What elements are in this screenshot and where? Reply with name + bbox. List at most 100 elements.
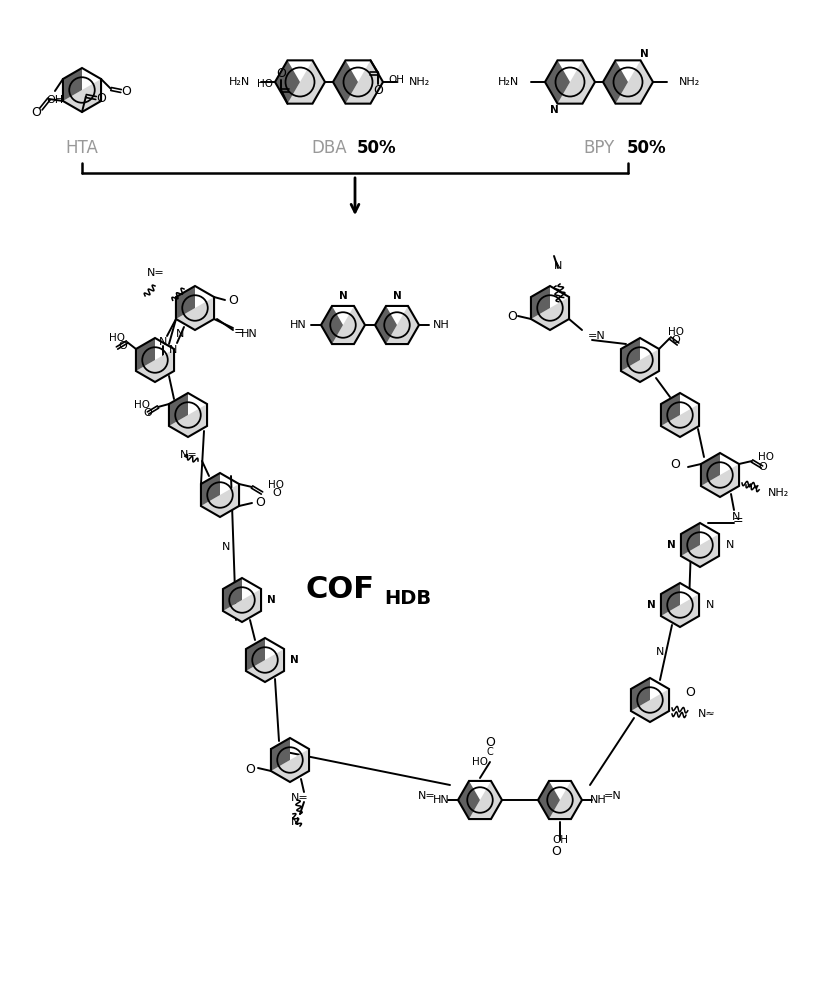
- Text: N=: N=: [180, 450, 198, 460]
- Text: NH₂: NH₂: [767, 488, 788, 498]
- Text: O: O: [96, 92, 106, 105]
- Text: O: O: [669, 458, 679, 472]
- Text: O: O: [31, 106, 41, 119]
- Text: O: O: [757, 462, 766, 472]
- Polygon shape: [169, 393, 188, 426]
- Text: DBA: DBA: [310, 139, 346, 157]
- Text: =: =: [732, 514, 743, 528]
- Polygon shape: [660, 404, 698, 437]
- Polygon shape: [660, 393, 679, 426]
- Polygon shape: [320, 306, 343, 344]
- Polygon shape: [630, 678, 649, 711]
- Polygon shape: [530, 297, 568, 330]
- Text: O: O: [484, 736, 494, 748]
- Text: N: N: [639, 49, 647, 59]
- Polygon shape: [287, 60, 325, 104]
- Polygon shape: [544, 60, 570, 104]
- Text: O: O: [121, 85, 131, 98]
- Text: H₂N: H₂N: [229, 77, 250, 87]
- Text: =: =: [233, 326, 244, 338]
- Text: OH: OH: [551, 835, 567, 845]
- Polygon shape: [602, 60, 628, 104]
- Polygon shape: [680, 523, 699, 556]
- Text: HO: HO: [108, 333, 125, 343]
- Text: HN: HN: [433, 795, 450, 805]
- Text: HN: HN: [290, 320, 306, 330]
- Polygon shape: [331, 306, 364, 344]
- Text: N: N: [731, 512, 739, 522]
- Text: 50%: 50%: [357, 139, 397, 157]
- Polygon shape: [469, 781, 502, 819]
- Polygon shape: [386, 306, 418, 344]
- Polygon shape: [136, 349, 174, 382]
- Polygon shape: [556, 60, 595, 104]
- Text: N=: N=: [291, 793, 309, 803]
- Polygon shape: [63, 68, 82, 101]
- Text: NH: NH: [590, 795, 606, 805]
- Text: N: N: [291, 817, 299, 827]
- Text: HO: HO: [757, 452, 773, 462]
- Text: O: O: [551, 845, 561, 858]
- Text: N≈: N≈: [697, 709, 715, 719]
- Text: O: O: [245, 763, 255, 776]
- Text: NH₂: NH₂: [408, 77, 430, 87]
- Text: HO: HO: [258, 79, 273, 89]
- Text: N: N: [289, 655, 298, 665]
- Polygon shape: [680, 534, 718, 567]
- Text: O: O: [684, 686, 694, 698]
- Text: N: N: [549, 105, 558, 115]
- Polygon shape: [271, 738, 290, 771]
- Text: O: O: [143, 408, 152, 418]
- Polygon shape: [223, 578, 242, 611]
- Text: N: N: [267, 595, 275, 605]
- Polygon shape: [700, 464, 738, 497]
- Polygon shape: [63, 79, 101, 112]
- Text: NH₂: NH₂: [678, 77, 700, 87]
- Polygon shape: [457, 781, 479, 819]
- Text: O: O: [255, 496, 265, 510]
- Text: N: N: [666, 540, 675, 550]
- Polygon shape: [537, 781, 560, 819]
- Polygon shape: [660, 594, 698, 627]
- Text: HO: HO: [134, 400, 150, 410]
- Polygon shape: [345, 60, 383, 104]
- Polygon shape: [223, 589, 261, 622]
- Text: HO: HO: [471, 757, 488, 767]
- Polygon shape: [200, 484, 238, 517]
- Polygon shape: [614, 60, 652, 104]
- Text: =N: =N: [604, 791, 621, 801]
- Polygon shape: [275, 60, 300, 104]
- Polygon shape: [620, 349, 658, 382]
- Text: N=: N=: [418, 791, 436, 801]
- Polygon shape: [200, 473, 219, 506]
- Polygon shape: [700, 453, 720, 486]
- Text: N: N: [392, 291, 401, 301]
- Text: N: N: [646, 600, 655, 610]
- Polygon shape: [333, 60, 358, 104]
- Polygon shape: [136, 338, 155, 371]
- Text: N: N: [338, 291, 347, 301]
- Polygon shape: [620, 338, 639, 371]
- Text: O: O: [671, 335, 680, 345]
- Text: O: O: [277, 67, 286, 80]
- Text: 50%: 50%: [627, 139, 666, 157]
- Text: N: N: [159, 337, 167, 347]
- Text: O: O: [507, 310, 517, 322]
- Text: OH: OH: [46, 95, 64, 105]
- Text: N: N: [176, 329, 184, 339]
- Polygon shape: [176, 286, 195, 319]
- Text: N: N: [655, 647, 663, 657]
- Polygon shape: [548, 781, 581, 819]
- Text: N: N: [222, 542, 230, 552]
- Text: OH: OH: [388, 75, 404, 85]
- Polygon shape: [271, 749, 309, 782]
- Polygon shape: [630, 689, 668, 722]
- Text: HN: HN: [241, 329, 258, 339]
- Text: HO: HO: [667, 327, 683, 337]
- Text: HO: HO: [267, 480, 284, 490]
- Text: HDB: HDB: [384, 588, 431, 607]
- Text: HTA: HTA: [65, 139, 99, 157]
- Text: N: N: [725, 540, 734, 550]
- Text: N: N: [705, 600, 714, 610]
- Text: O: O: [228, 294, 238, 306]
